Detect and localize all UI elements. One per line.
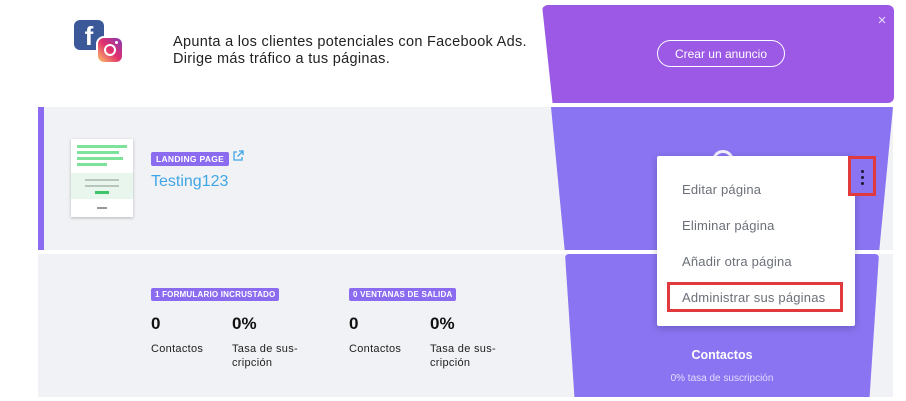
menu-item-add-page[interactable]: Añadir otra página: [682, 254, 792, 269]
instagram-icon: [96, 36, 124, 64]
embedded-rate-label-1: Tasa de sus-: [232, 343, 298, 355]
page-options-menu: [657, 156, 855, 326]
exit-rate-label-2: cripción: [430, 357, 471, 369]
exit-popup-badge: 0 VENTANAS DE SALIDA: [349, 288, 457, 301]
embedded-rate-value: 0%: [232, 314, 257, 333]
funnel-subscription-rate: 0% tasa de suscripción: [670, 373, 774, 384]
exit-contacts-value: 0: [349, 314, 359, 333]
exit-rate-value: 0%: [430, 314, 455, 333]
funnel-top-stage: [542, 5, 894, 103]
more-options-icon[interactable]: [848, 156, 876, 196]
external-link-icon[interactable]: [232, 150, 244, 162]
menu-item-manage-pages[interactable]: Administrar sus páginas: [682, 290, 826, 305]
embedded-form-badge: 1 FORMULARIO INCRUSTADO: [151, 288, 280, 301]
embedded-rate-label-2: cripción: [232, 357, 273, 369]
exit-contacts-label: Contactos: [349, 343, 402, 355]
embedded-contacts-value: 0: [151, 314, 161, 333]
page-name-link[interactable]: Testing123: [151, 173, 229, 190]
page-thumbnail[interactable]: [71, 139, 133, 217]
embedded-contacts-label: Contactos: [151, 343, 204, 355]
exit-rate-label-1: Tasa de sus-: [430, 343, 496, 355]
page-type-badge: LANDING PAGE: [151, 152, 230, 166]
funnel-contacts-title: Contactos: [691, 348, 753, 362]
manage-pages-highlight: [667, 282, 843, 312]
banner-text: Apunta a los clientes potenciales con Fa…: [173, 34, 527, 67]
create-ad-button[interactable]: Crear un anuncio: [657, 40, 785, 67]
menu-item-edit-page[interactable]: Editar página: [682, 182, 762, 197]
close-icon[interactable]: ×: [877, 12, 887, 29]
menu-item-delete-page[interactable]: Eliminar página: [682, 218, 775, 233]
